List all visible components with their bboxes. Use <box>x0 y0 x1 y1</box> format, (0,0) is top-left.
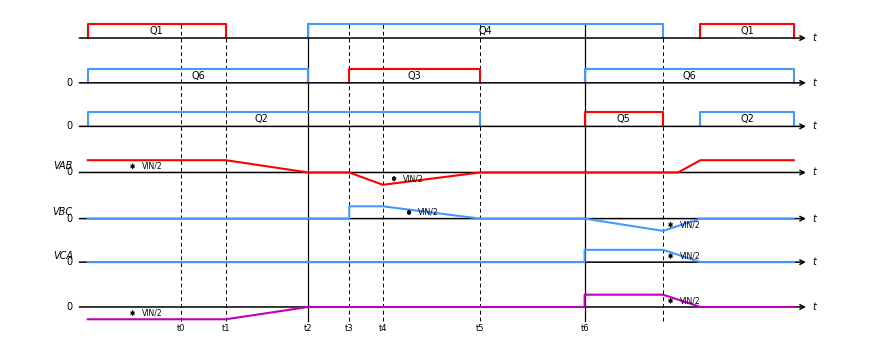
Text: Q2: Q2 <box>254 114 268 124</box>
Text: VCA: VCA <box>53 251 73 261</box>
Text: VIN/2: VIN/2 <box>403 174 423 183</box>
Text: t2: t2 <box>304 324 312 333</box>
Text: VAB: VAB <box>54 161 73 171</box>
Text: t3: t3 <box>345 324 354 333</box>
Text: t: t <box>812 302 817 312</box>
Text: t4: t4 <box>378 324 387 333</box>
Text: VIN/2: VIN/2 <box>679 296 700 305</box>
Text: 0: 0 <box>67 167 73 178</box>
Text: VIN/2: VIN/2 <box>418 208 438 217</box>
Text: t1: t1 <box>222 324 231 333</box>
Text: VIN/2: VIN/2 <box>679 220 700 229</box>
Text: Q6: Q6 <box>682 71 696 81</box>
Text: t: t <box>812 78 817 88</box>
Text: VIN/2: VIN/2 <box>142 309 162 318</box>
Text: 0: 0 <box>67 121 73 131</box>
Text: VBC: VBC <box>53 207 73 217</box>
Text: t: t <box>812 33 817 43</box>
Text: Q4: Q4 <box>479 26 493 36</box>
Text: t5: t5 <box>476 324 484 333</box>
Text: Q1: Q1 <box>740 26 754 36</box>
Text: 0: 0 <box>67 214 73 223</box>
Text: 0: 0 <box>67 78 73 88</box>
Text: 0: 0 <box>67 302 73 312</box>
Text: t0: t0 <box>177 324 186 333</box>
Text: t: t <box>812 257 817 267</box>
Text: VIN/2: VIN/2 <box>142 162 162 171</box>
Text: t6: t6 <box>580 324 589 333</box>
Text: t: t <box>812 167 817 178</box>
Text: Q2: Q2 <box>740 114 754 124</box>
Text: Q5: Q5 <box>617 114 631 124</box>
Text: t: t <box>812 214 817 223</box>
Text: t: t <box>812 121 817 131</box>
Text: 0: 0 <box>67 257 73 267</box>
Text: Q3: Q3 <box>407 71 422 81</box>
Text: VIN/2: VIN/2 <box>679 252 700 261</box>
Text: Q1: Q1 <box>150 26 164 36</box>
Text: Q6: Q6 <box>191 71 205 81</box>
